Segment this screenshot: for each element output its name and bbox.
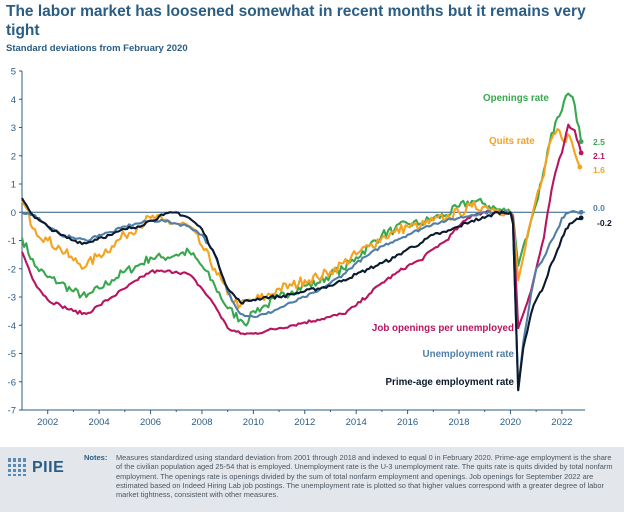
y-tick-label: -1 [8,236,16,247]
y-tick-label: -5 [8,349,16,360]
end-value-label-openings-rate: 2.5 [593,137,605,147]
y-tick-label: 5 [11,67,16,78]
chart-axes: 5 4 3 2 1 0 -1 -2 -3 -4 -5 -6 -7 2002 2004 2006 2008 2010… [8,67,585,428]
x-tick-label: 2022 [551,417,572,428]
y-tick-label: 1 [11,180,16,191]
end-value-label-unemployment-rate: 0.0 [593,203,605,213]
end-marker-quits-rate [577,164,583,170]
x-tick-label: 2018 [448,417,469,428]
x-tick-label: 2014 [346,417,367,428]
end-value-label-quits-rate: 1.6 [593,165,605,175]
x-tick-label: 2012 [294,417,315,428]
y-tick-label: -7 [8,406,16,417]
piie-logo-mark-icon [8,458,26,476]
end-value-label-job-openings-per-unemployed: 2.1 [593,151,605,161]
series-line-quits-rate [21,128,581,309]
series-line-prime-age-employment-rate [21,197,582,392]
end-marker-prime-age-employment-rate [578,215,584,221]
x-tick-label: 2006 [140,417,161,428]
x-tick-label: 2008 [191,417,212,428]
y-tick-label: -2 [8,264,16,275]
chart-title: The labor market has loosened somewhat i… [6,3,586,39]
annotation-unemployment-rate: Unemployment rate [423,349,515,360]
x-tick-label: 2020 [500,417,521,428]
notes-footer [0,447,624,512]
annotation-openings-rate: Openings rate [483,93,549,104]
y-tick-label: 4 [11,95,16,106]
series-line-job-openings-per-unemployed [21,123,583,336]
y-tick-label: 2 [11,151,16,162]
x-tick-label: 2004 [89,417,110,428]
x-tick-label: 2016 [397,417,418,428]
chart-subtitle: Standard deviations from February 2020 [6,43,188,54]
annotation-quits-rate: Quits rate [489,136,535,147]
end-value-label-prime-age-employment-rate: -0.2 [597,218,612,228]
x-tick-label: 2002 [37,417,58,428]
end-marker-job-openings-per-unemployed [578,150,584,156]
notes-label: Notes: [84,453,108,462]
series-line-unemployment-rate [21,209,582,392]
chart-series [20,92,583,392]
annotation-job-openings-per-unemployed: Job openings per unemployed [372,323,514,334]
notes-text: Measures standardized using standard dev… [116,453,613,500]
y-tick-label: 3 [11,123,16,134]
y-tick-label: -4 [8,321,16,332]
y-tick-label: -3 [8,293,16,304]
y-tick-label: -6 [8,377,16,388]
end-marker-unemployment-rate [578,209,584,215]
annotation-prime-age-employment-rate: Prime-age employment rate [386,377,515,388]
chart-annotations: Openings rate Quits rate Job openings per … [372,93,612,388]
piie-logo-text: PIIE [32,459,65,476]
x-tick-label: 2010 [243,417,264,428]
end-marker-openings-rate [578,139,584,145]
y-tick-label: 0 [11,208,16,219]
line-chart: 5 4 3 2 1 0 -1 -2 -3 -4 -5 -6 -7 2002 2004 2006 2008 2010… [8,67,612,429]
piie-logo: PIIE [6,456,76,480]
